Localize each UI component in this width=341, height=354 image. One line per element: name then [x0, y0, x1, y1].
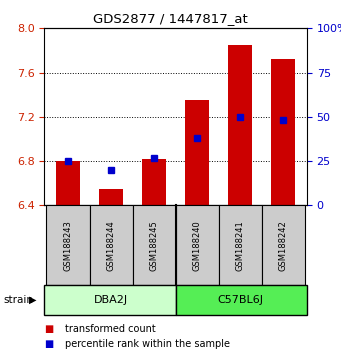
Bar	[46, 205, 90, 285]
Text: ▶: ▶	[29, 295, 36, 305]
Text: ■: ■	[44, 324, 54, 334]
Bar	[142, 159, 166, 205]
Bar	[133, 205, 176, 285]
Bar	[185, 100, 209, 205]
Bar	[176, 285, 307, 315]
Text: GSM188240: GSM188240	[193, 220, 202, 270]
Bar	[219, 205, 262, 285]
Text: DBA2J: DBA2J	[94, 295, 128, 305]
Bar	[271, 59, 295, 205]
Bar	[56, 161, 80, 205]
Bar	[90, 205, 133, 285]
Bar	[228, 45, 252, 205]
Bar	[262, 205, 305, 285]
Text: GSM188242: GSM188242	[279, 220, 288, 270]
Text: GSM188243: GSM188243	[63, 220, 73, 270]
Text: GDS2877 / 1447817_at: GDS2877 / 1447817_at	[93, 12, 248, 25]
Text: GSM188241: GSM188241	[236, 220, 245, 270]
Text: C57BL6J: C57BL6J	[217, 295, 263, 305]
Text: transformed count: transformed count	[65, 324, 155, 334]
Bar	[44, 285, 176, 315]
Text: GSM188244: GSM188244	[106, 220, 116, 270]
Text: strain: strain	[3, 295, 33, 305]
Text: GSM188245: GSM188245	[150, 220, 159, 270]
Bar	[176, 205, 219, 285]
Bar	[99, 189, 123, 205]
Text: ■: ■	[44, 339, 54, 349]
Text: percentile rank within the sample: percentile rank within the sample	[65, 339, 230, 349]
